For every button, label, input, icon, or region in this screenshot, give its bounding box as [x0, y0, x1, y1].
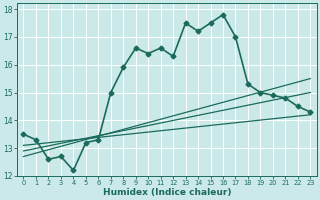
X-axis label: Humidex (Indice chaleur): Humidex (Indice chaleur) — [103, 188, 231, 197]
